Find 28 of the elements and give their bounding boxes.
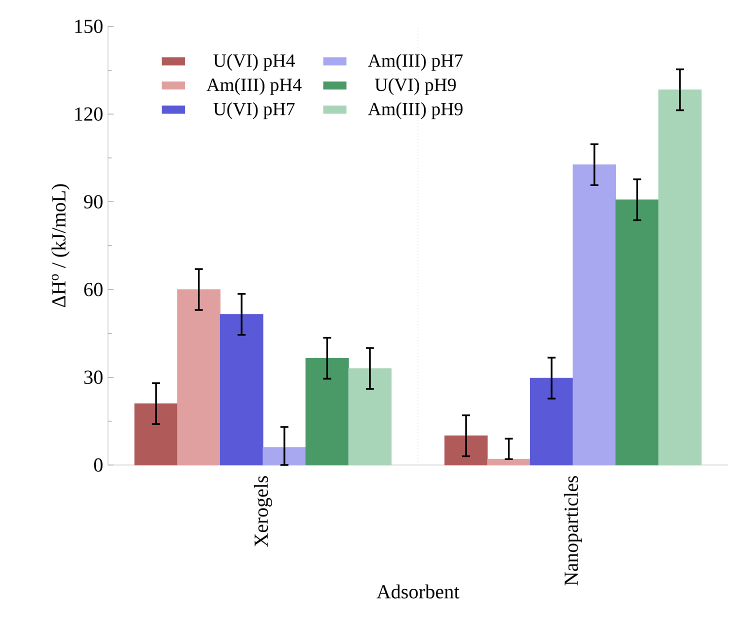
bar <box>220 314 264 466</box>
bar <box>262 447 306 466</box>
bar <box>487 458 530 466</box>
legend-label: U(VI) pH4 <box>213 54 295 71</box>
bar <box>444 435 488 466</box>
legend-label: Am(III) pH4 <box>206 78 302 95</box>
x-axis-title: Adsorbent <box>376 584 460 598</box>
y-tick-label: 90 <box>84 195 103 209</box>
y-tick-label: 30 <box>84 370 103 384</box>
bar <box>348 368 392 466</box>
y-axis-title: ΔH$^{o}$ / (kJ/moL) <box>52 184 70 308</box>
y-tick-label: 120 <box>75 107 103 121</box>
x-tick-label: Xerogels <box>254 476 272 547</box>
y-tick-label: 150 <box>75 20 103 34</box>
bar <box>530 378 574 466</box>
bar <box>306 358 349 466</box>
bar <box>658 90 702 466</box>
bar <box>616 199 659 466</box>
bar <box>177 289 220 466</box>
bar <box>134 403 178 466</box>
legend-label: Am(III) pH7 <box>368 54 463 71</box>
legend-label: Am(III) pH9 <box>368 102 463 120</box>
y-tick-label: 0 <box>94 458 103 472</box>
legend-label: U(VI) pH7 <box>213 102 295 120</box>
bar <box>572 164 616 466</box>
x-tick-label: Nanoparticles <box>564 476 582 586</box>
legend-label: U(VI) pH9 <box>374 78 456 95</box>
y-tick-label: 60 <box>84 282 103 296</box>
